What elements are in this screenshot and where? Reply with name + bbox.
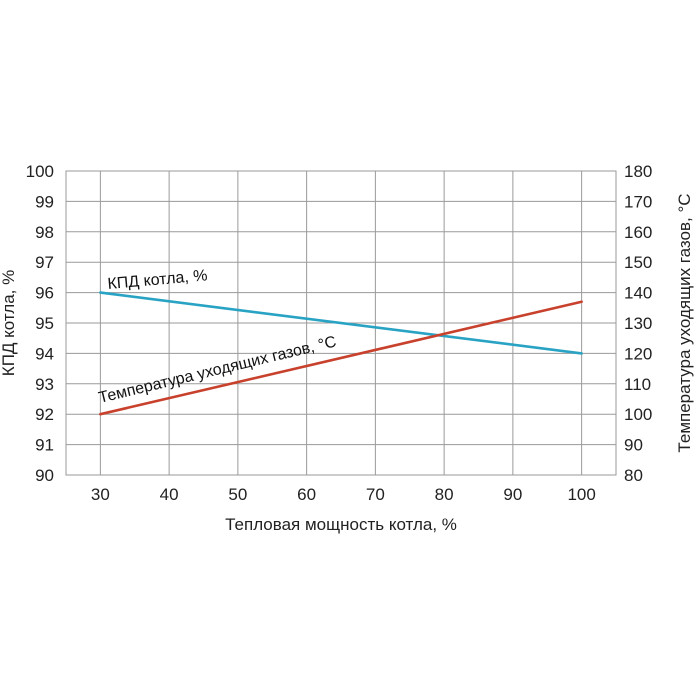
y2-tick-label: 150 bbox=[624, 253, 652, 272]
y-tick-label: 91 bbox=[35, 436, 54, 455]
y-tick-label: 97 bbox=[35, 253, 54, 272]
tick-labels: 30 40 50 60 70 80 90 100 90 91 92 93 94 95 96 97 98 99 100… bbox=[26, 162, 653, 504]
y2-tick-label: 170 bbox=[624, 192, 652, 211]
y2-tick-label: 160 bbox=[624, 223, 652, 242]
x-tick-label: 70 bbox=[366, 485, 385, 504]
y2-axis-title: Температура уходящих газов, °C bbox=[675, 193, 694, 452]
y-tick-label: 100 bbox=[26, 162, 54, 181]
x-tick-label: 50 bbox=[228, 485, 247, 504]
x-tick-label: 40 bbox=[160, 485, 179, 504]
y2-tick-label: 180 bbox=[624, 162, 652, 181]
y2-tick-label: 80 bbox=[624, 466, 643, 485]
y-tick-label: 95 bbox=[35, 314, 54, 333]
y-tick-label: 96 bbox=[35, 284, 54, 303]
x-axis-title: Тепловая мощность котла, % bbox=[225, 515, 457, 534]
x-tick-label: 30 bbox=[91, 485, 110, 504]
y2-tick-label: 110 bbox=[624, 375, 651, 394]
y2-tick-label: 100 bbox=[624, 405, 652, 424]
y2-tick-label: 130 bbox=[624, 314, 652, 333]
y-tick-label: 99 bbox=[35, 192, 54, 211]
series-lines bbox=[99, 291, 583, 416]
y-tick-label: 92 bbox=[35, 405, 54, 424]
y-axis-title: КПД котла, % bbox=[0, 270, 18, 376]
y2-tick-label: 140 bbox=[624, 284, 652, 303]
x-tick-label: 60 bbox=[297, 485, 316, 504]
series-line-efficiency bbox=[99, 291, 583, 355]
y-tick-label: 90 bbox=[35, 466, 54, 485]
y2-tick-label: 120 bbox=[624, 344, 652, 363]
y2-tick-label: 90 bbox=[624, 436, 643, 455]
series-line-gas-temperature bbox=[99, 300, 583, 416]
y-tick-label: 93 bbox=[35, 375, 54, 394]
x-tick-label: 80 bbox=[435, 485, 454, 504]
y-tick-label: 98 bbox=[35, 223, 54, 242]
grid bbox=[66, 170, 616, 476]
y-tick-label: 94 bbox=[35, 344, 54, 363]
x-tick-label: 90 bbox=[503, 485, 522, 504]
x-tick-label: 100 bbox=[567, 485, 595, 504]
